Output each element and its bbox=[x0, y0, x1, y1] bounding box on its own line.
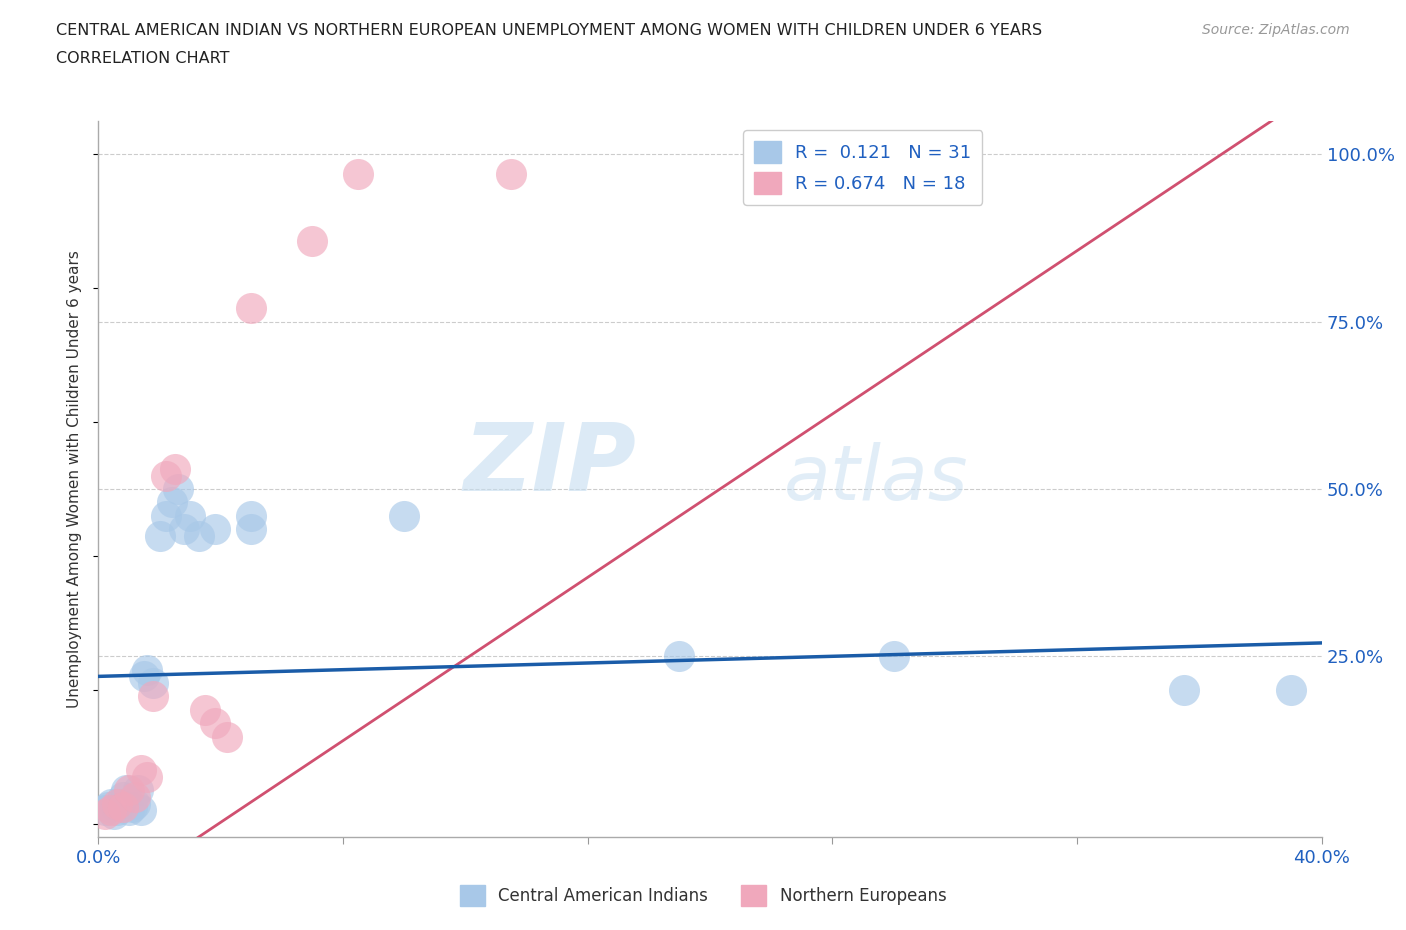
Point bbox=[240, 522, 263, 537]
Point bbox=[668, 649, 690, 664]
Text: Source: ZipAtlas.com: Source: ZipAtlas.com bbox=[1202, 23, 1350, 37]
Point bbox=[188, 528, 211, 543]
Point bbox=[204, 522, 226, 537]
Point bbox=[155, 468, 177, 483]
Point bbox=[149, 528, 172, 543]
Point bbox=[347, 167, 370, 182]
Point bbox=[124, 790, 146, 804]
Point bbox=[173, 522, 195, 537]
Point bbox=[142, 689, 165, 704]
Point bbox=[194, 702, 217, 717]
Legend: R =  0.121   N = 31, R = 0.674   N = 18: R = 0.121 N = 31, R = 0.674 N = 18 bbox=[742, 130, 983, 205]
Point bbox=[111, 790, 134, 804]
Point bbox=[136, 769, 159, 784]
Text: CORRELATION CHART: CORRELATION CHART bbox=[56, 51, 229, 66]
Point bbox=[118, 803, 141, 817]
Y-axis label: Unemployment Among Women with Children Under 6 years: Unemployment Among Women with Children U… bbox=[67, 250, 83, 708]
Text: atlas: atlas bbox=[783, 442, 967, 516]
Point bbox=[129, 763, 152, 777]
Point bbox=[100, 796, 122, 811]
Point bbox=[155, 509, 177, 524]
Point bbox=[240, 509, 263, 524]
Point bbox=[501, 167, 523, 182]
Point bbox=[100, 803, 122, 817]
Point bbox=[134, 669, 156, 684]
Point bbox=[204, 716, 226, 731]
Point bbox=[118, 783, 141, 798]
Point bbox=[240, 300, 263, 315]
Point bbox=[124, 796, 146, 811]
Legend: Central American Indians, Northern Europeans: Central American Indians, Northern Europ… bbox=[453, 879, 953, 912]
Point bbox=[1279, 683, 1302, 698]
Point bbox=[108, 796, 131, 811]
Text: CENTRAL AMERICAN INDIAN VS NORTHERN EUROPEAN UNEMPLOYMENT AMONG WOMEN WITH CHILD: CENTRAL AMERICAN INDIAN VS NORTHERN EURO… bbox=[56, 23, 1042, 38]
Point bbox=[129, 803, 152, 817]
Point bbox=[163, 461, 186, 476]
Text: ZIP: ZIP bbox=[464, 418, 637, 511]
Point bbox=[301, 234, 323, 249]
Point bbox=[160, 495, 183, 510]
Point bbox=[105, 796, 128, 811]
Point bbox=[97, 800, 120, 815]
Point bbox=[93, 803, 115, 817]
Point bbox=[127, 783, 149, 798]
Point bbox=[1173, 683, 1195, 698]
Point bbox=[167, 482, 190, 497]
Point bbox=[121, 800, 143, 815]
Point bbox=[179, 509, 201, 524]
Point bbox=[111, 800, 134, 815]
Point bbox=[105, 803, 128, 817]
Point bbox=[136, 662, 159, 677]
Point bbox=[103, 806, 125, 821]
Point bbox=[115, 783, 138, 798]
Point bbox=[392, 509, 416, 524]
Point bbox=[883, 649, 905, 664]
Point bbox=[142, 675, 165, 690]
Point bbox=[215, 729, 238, 744]
Point bbox=[93, 806, 115, 821]
